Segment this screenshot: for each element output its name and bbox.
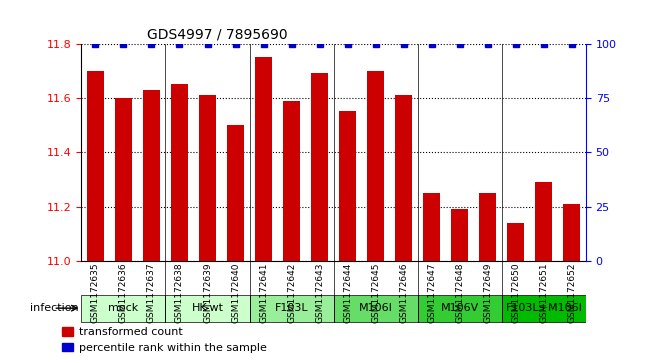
Bar [143,90,160,261]
FancyBboxPatch shape [418,295,502,322]
Text: GSM1172650: GSM1172650 [511,262,520,323]
Text: M106I: M106I [359,303,393,313]
Text: F103L+M106I: F103L+M106I [505,303,582,313]
FancyBboxPatch shape [502,295,586,322]
FancyBboxPatch shape [165,295,249,322]
Text: GSM1172647: GSM1172647 [427,262,436,323]
Bar [479,193,496,261]
Text: GSM1172652: GSM1172652 [568,262,576,323]
FancyBboxPatch shape [81,295,165,322]
Text: infection: infection [30,303,79,313]
Text: HK-wt: HK-wt [191,303,223,313]
Bar [535,182,552,261]
Text: M106V: M106V [441,303,479,313]
Text: GSM1172649: GSM1172649 [483,262,492,323]
Text: GSM1172643: GSM1172643 [315,262,324,323]
Bar [283,101,300,261]
Text: mock: mock [108,303,139,313]
Text: GDS4997 / 7895690: GDS4997 / 7895690 [147,27,288,41]
Text: GSM1172636: GSM1172636 [119,262,128,323]
Text: GSM1172651: GSM1172651 [540,262,548,323]
Bar [311,73,328,261]
FancyBboxPatch shape [249,295,333,322]
Text: GSM1172637: GSM1172637 [147,262,156,323]
Text: GSM1172644: GSM1172644 [343,262,352,323]
Bar [423,193,440,261]
Bar [227,125,244,261]
Text: GSM1172640: GSM1172640 [231,262,240,323]
Text: GSM1172648: GSM1172648 [455,262,464,323]
Text: GSM1172641: GSM1172641 [259,262,268,323]
Text: F103L: F103L [275,303,309,313]
Text: GSM1172638: GSM1172638 [175,262,184,323]
Bar [171,84,188,261]
Bar [87,71,104,261]
Legend: transformed count, percentile rank within the sample: transformed count, percentile rank withi… [58,323,271,358]
Text: GSM1172642: GSM1172642 [287,262,296,323]
Bar [339,111,356,261]
Bar [367,71,384,261]
Bar [451,209,468,261]
Text: GSM1172646: GSM1172646 [399,262,408,323]
Text: GSM1172639: GSM1172639 [203,262,212,323]
Bar [507,223,524,261]
Bar [395,95,412,261]
Bar [199,95,216,261]
FancyBboxPatch shape [333,295,418,322]
Text: GSM1172635: GSM1172635 [91,262,100,323]
Bar [255,57,272,261]
Bar [564,204,580,261]
Bar [115,98,132,261]
Text: GSM1172645: GSM1172645 [371,262,380,323]
